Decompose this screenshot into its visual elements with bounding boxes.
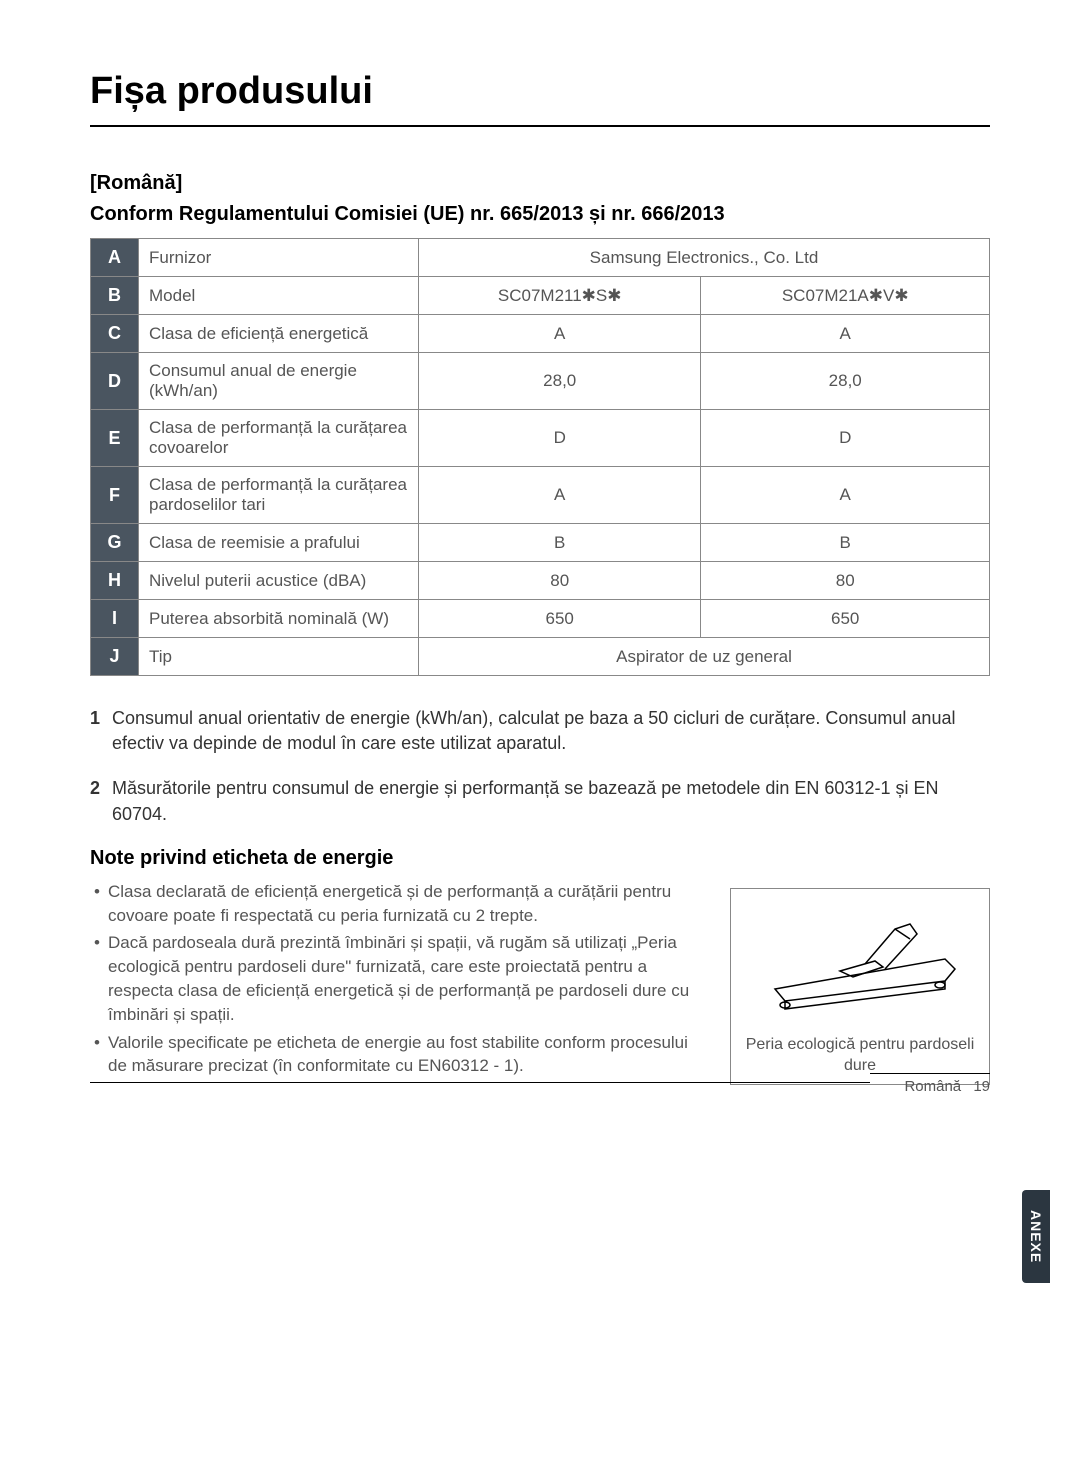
note-number: 2 [90, 776, 104, 826]
note-number: 1 [90, 706, 104, 756]
row-value-1: 80 [419, 562, 701, 600]
row-value-1: D [419, 410, 701, 467]
row-letter: J [91, 638, 139, 676]
table-row: JTipAspirator de uz general [91, 638, 990, 676]
energy-notes-list: Clasa declarată de eficiență energetică … [90, 880, 710, 1086]
row-merged-value: Samsung Electronics., Co. Ltd [419, 239, 990, 277]
footer-rule [90, 1082, 870, 1083]
row-label: Clasa de performanță la curățarea pardos… [139, 467, 419, 524]
row-value-2: 28,0 [701, 353, 990, 410]
row-letter: H [91, 562, 139, 600]
row-label: Consumul anual de energie (kWh/an) [139, 353, 419, 410]
row-letter: A [91, 239, 139, 277]
row-label: Tip [139, 638, 419, 676]
row-letter: D [91, 353, 139, 410]
row-value-2: 80 [701, 562, 990, 600]
row-value-1: SC07M211✱S✱ [419, 277, 701, 315]
table-row: AFurnizorSamsung Electronics., Co. Ltd [91, 239, 990, 277]
brush-icon [745, 899, 975, 1029]
row-value-2: B [701, 524, 990, 562]
numbered-note: 1Consumul anual orientativ de energie (k… [90, 706, 990, 756]
table-row: FClasa de performanță la curățarea pardo… [91, 467, 990, 524]
list-item: Valorile specificate pe eticheta de ener… [90, 1031, 710, 1079]
table-row: IPuterea absorbită nominală (W)650650 [91, 600, 990, 638]
spec-table: AFurnizorSamsung Electronics., Co. LtdBM… [90, 238, 990, 676]
row-value-1: A [419, 315, 701, 353]
row-value-2: D [701, 410, 990, 467]
table-row: CClasa de eficiență energeticăAA [91, 315, 990, 353]
table-row: DConsumul anual de energie (kWh/an)28,02… [91, 353, 990, 410]
row-value-2: 650 [701, 600, 990, 638]
note-text: Consumul anual orientativ de energie (kW… [112, 706, 990, 756]
footer-page-number: 19 [973, 1078, 990, 1095]
table-row: BModelSC07M211✱S✱SC07M21A✱V✱ [91, 277, 990, 315]
table-row: HNivelul puterii acustice (dBA)8080 [91, 562, 990, 600]
table-row: GClasa de reemisie a prafuluiBB [91, 524, 990, 562]
row-letter: C [91, 315, 139, 353]
row-value-1: B [419, 524, 701, 562]
row-label: Clasa de eficiență energetică [139, 315, 419, 353]
language-label: [Română] [90, 172, 990, 195]
row-label: Furnizor [139, 239, 419, 277]
regulation-subtitle: Conform Regulamentului Comisiei (UE) nr.… [90, 203, 990, 226]
row-value-1: A [419, 467, 701, 524]
brush-figure: Peria ecologică pentru pardoseli dure [730, 888, 990, 1086]
list-item: Dacă pardoseala dură prezintă îmbinări ș… [90, 931, 710, 1026]
row-label: Puterea absorbită nominală (W) [139, 600, 419, 638]
list-item: Clasa declarată de eficiență energetică … [90, 880, 710, 928]
row-label: Model [139, 277, 419, 315]
row-value-2: A [701, 467, 990, 524]
note-text: Măsurătorile pentru consumul de energie … [112, 776, 990, 826]
side-tab-anexe: ANEXE [1022, 1190, 1050, 1283]
numbered-note: 2Măsurătorile pentru consumul de energie… [90, 776, 990, 826]
row-letter: E [91, 410, 139, 467]
row-letter: B [91, 277, 139, 315]
row-label: Clasa de performanță la curățarea covoar… [139, 410, 419, 467]
row-label: Clasa de reemisie a prafului [139, 524, 419, 562]
row-value-1: 28,0 [419, 353, 701, 410]
footer-language: Română [904, 1078, 961, 1095]
page-title: Fișa produsului [90, 70, 990, 127]
page-footer: Română 19 [870, 1073, 990, 1095]
table-row: EClasa de performanță la curățarea covoa… [91, 410, 990, 467]
row-value-1: 650 [419, 600, 701, 638]
row-letter: I [91, 600, 139, 638]
row-merged-value: Aspirator de uz general [419, 638, 990, 676]
energy-label-heading: Note privind eticheta de energie [90, 847, 990, 870]
row-value-2: SC07M21A✱V✱ [701, 277, 990, 315]
row-letter: F [91, 467, 139, 524]
row-label: Nivelul puterii acustice (dBA) [139, 562, 419, 600]
row-value-2: A [701, 315, 990, 353]
row-letter: G [91, 524, 139, 562]
figure-caption: Peria ecologică pentru pardoseli dure [739, 1035, 981, 1077]
